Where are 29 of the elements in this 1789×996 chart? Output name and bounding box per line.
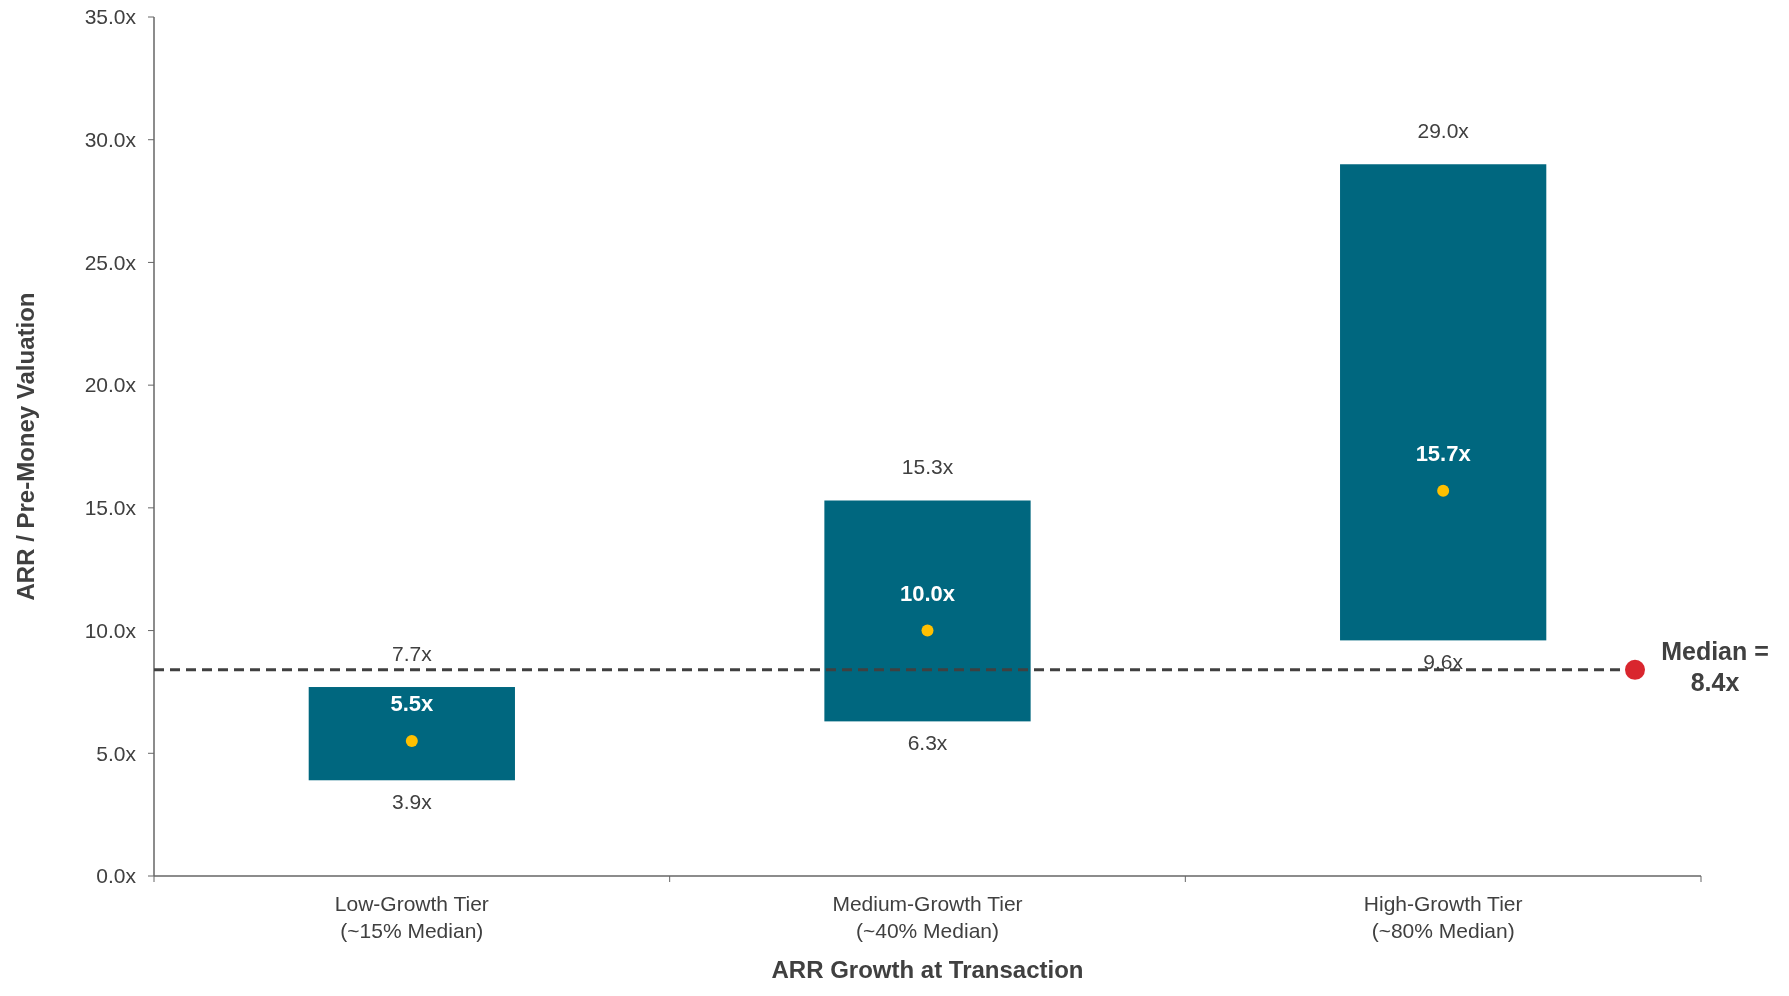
annotation: 7.7x (391, 642, 433, 666)
y-tick-label: 25.0x (84, 250, 137, 274)
bar (824, 500, 1031, 722)
annotation: 6.3x (907, 731, 948, 755)
y-tick-label: 0.0x (96, 864, 137, 888)
data-label: 10.0x (899, 580, 956, 606)
ref-line-label: Median = 8.4x (1661, 636, 1769, 696)
y-tick-label: 20.0x (84, 373, 137, 397)
x-tick-label: Low-Growth Tier (~15% Median) (334, 892, 489, 942)
y-tick-label: 30.0x (84, 128, 137, 152)
data-label: 15.7x (1415, 440, 1472, 466)
point (1437, 484, 1450, 497)
x-tick-label: Medium-Growth Tier (~40% Median) (832, 892, 1023, 942)
annotation: 3.9x (391, 790, 433, 814)
y-tick-label: 10.0x (84, 618, 137, 642)
bar (1340, 164, 1547, 641)
point (921, 624, 934, 637)
x-axis-title: ARR Growth at Transaction (771, 956, 1084, 983)
y-tick-label: 5.0x (96, 741, 137, 765)
annotation: 29.0x (1417, 119, 1470, 143)
y-tick-label: 35.0x (84, 5, 137, 29)
y-tick-label: 15.0x (84, 496, 137, 520)
bar (308, 687, 515, 781)
annotation: 15.3x (901, 455, 954, 479)
data-label: 5.5x (390, 691, 434, 717)
point (405, 735, 418, 748)
annotation: 9.6x (1423, 650, 1464, 674)
y-axis-title: ARR / Pre-Money Valuation (12, 292, 39, 601)
x-tick-label: High-Growth Tier (~80% Median) (1363, 892, 1523, 942)
